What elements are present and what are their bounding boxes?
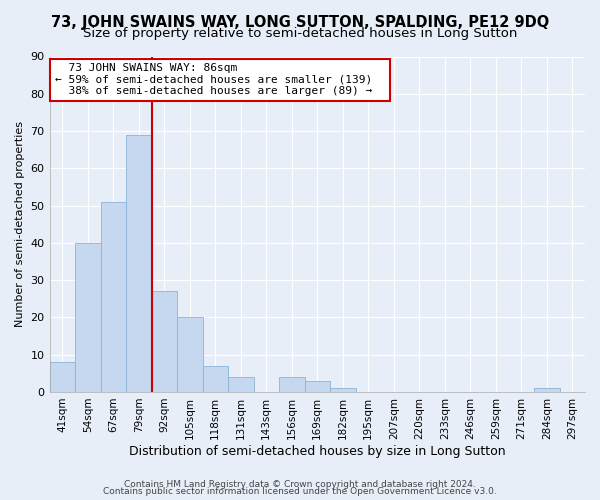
Y-axis label: Number of semi-detached properties: Number of semi-detached properties [15,121,25,327]
Text: Contains HM Land Registry data © Crown copyright and database right 2024.: Contains HM Land Registry data © Crown c… [124,480,476,489]
Bar [152,292,177,392]
Text: 73 JOHN SWAINS WAY: 86sqm  
← 59% of semi-detached houses are smaller (139)
  38: 73 JOHN SWAINS WAY: 86sqm ← 59% of semi-… [55,63,386,96]
Bar [50,362,75,392]
X-axis label: Distribution of semi-detached houses by size in Long Sutton: Distribution of semi-detached houses by … [129,444,506,458]
Bar [177,318,203,392]
Bar [534,388,560,392]
Bar [228,377,254,392]
Bar [101,202,126,392]
Bar [75,243,101,392]
Bar [279,377,305,392]
Text: Contains public sector information licensed under the Open Government Licence v3: Contains public sector information licen… [103,487,497,496]
Bar [203,366,228,392]
Bar [126,135,152,392]
Text: Size of property relative to semi-detached houses in Long Sutton: Size of property relative to semi-detach… [83,28,517,40]
Bar [305,381,330,392]
Bar [330,388,356,392]
Text: 73, JOHN SWAINS WAY, LONG SUTTON, SPALDING, PE12 9DQ: 73, JOHN SWAINS WAY, LONG SUTTON, SPALDI… [51,15,549,30]
